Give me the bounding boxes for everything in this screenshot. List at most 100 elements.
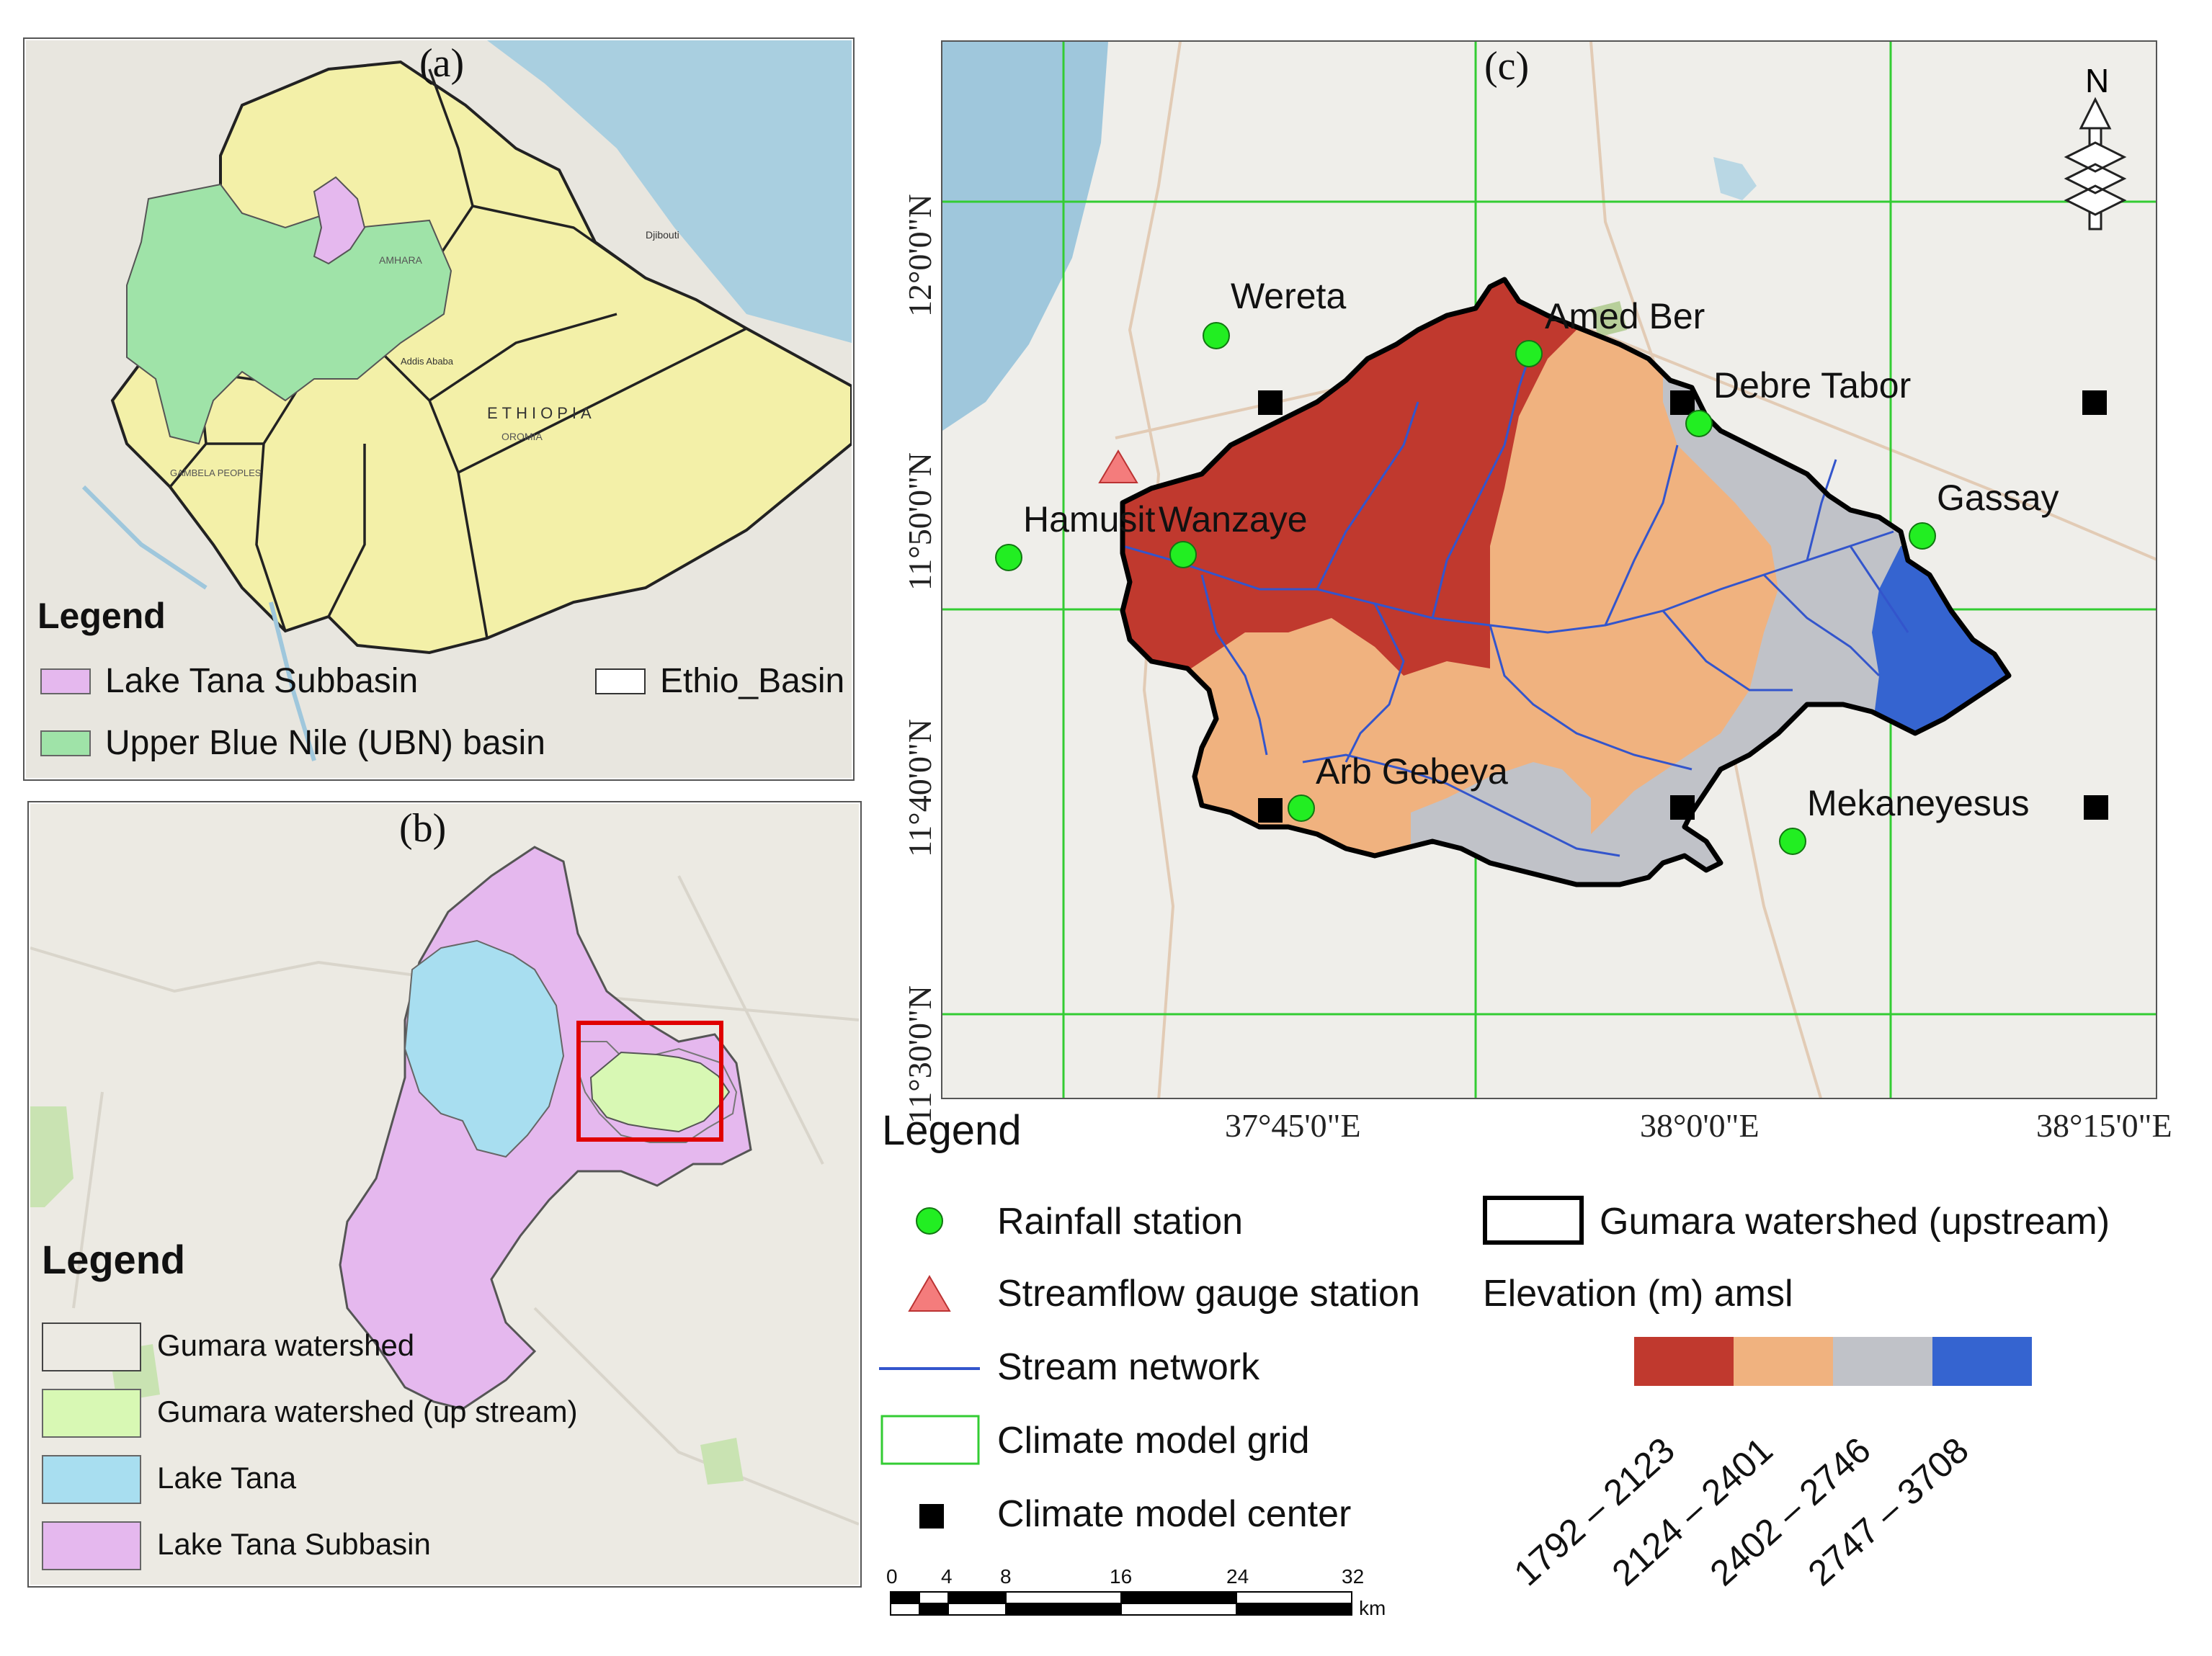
country-label: ETHIOPIA [487,404,596,422]
streamflow-gauge-marker [1098,449,1138,483]
station-arb-gebeya [1288,795,1315,822]
lat-label-12-00: 12°0'0"N [901,194,938,317]
lon-label-38-00: 38°0'0"E [1640,1107,1760,1144]
label-arb-gebeya: Arb Gebeya [1316,751,1508,792]
label-debre-tabor: Debre Tabor [1713,365,1911,406]
north-arrow-icon: N [2064,62,2127,231]
scale-bar: 0 4 8 16 24 32 km [886,1556,1391,1628]
label-hamusit: Hamusit [1023,499,1155,540]
legend-swatch-lake-tana-subbasin-b [42,1521,141,1570]
label-gassay: Gassay [1937,478,2059,518]
elev-swatch-4 [1932,1337,2032,1386]
gumara-upstream-b [589,1051,731,1133]
lake-tana-subbasin-b [339,846,752,1410]
elevation-title: Elevation (m) amsl [1483,1273,1793,1315]
legend-label-grid: Climate model grid [997,1420,1310,1462]
legend-swatch-lake-tana-subbasin [40,668,91,694]
panel-a-svg: ETHIOPIA AMHARA OROMIA GAMBELA PEOPLES D… [81,40,852,761]
legend-label-lake-tana-subbasin-b: Lake Tana Subbasin [157,1527,431,1561]
legend-label-lake-tana-subbasin: Lake Tana Subbasin [105,662,419,700]
legend-label-gumara-watershed: Gumara watershed [157,1328,415,1362]
scale-tick-0: 0 [886,1565,898,1588]
scale-tick-24: 24 [1226,1565,1249,1588]
road-lines [30,875,859,1526]
scale-tick-4: 4 [941,1565,953,1588]
elev-swatch-3 [1833,1337,1932,1386]
climate-center-6 [2084,795,2108,820]
lon-label-38-15: 38°15'0"E [2036,1107,2172,1144]
ethiopia-shape [110,60,852,655]
scale-tick-8: 8 [1000,1565,1012,1588]
legend-swatch-lake-tana [42,1455,141,1504]
panel-c-svg: Wereta Amed Ber Debre Tabor Gassay Hamus… [942,42,2156,1098]
station-mekaneyesus [1779,828,1806,855]
legend-swatch-gumara-watershed [42,1322,141,1371]
lat-label-11-40: 11°40'0"N [901,719,938,857]
legend-c-title: Legend [882,1107,1022,1154]
road-lines-c [1115,42,2156,1098]
panel-b-frame [27,801,862,1588]
town-patch [1591,301,1627,337]
panel-c-map: Wereta Amed Ber Debre Tabor Gassay Hamus… [941,40,2157,1099]
panel-b-legend-title: Legend [42,1237,186,1282]
label-mekaneyesus: Mekaneyesus [1807,783,2030,823]
climate-model-centers [1258,390,2108,823]
river-lines [81,485,316,761]
gumara-watershed-boundary [1120,277,2012,887]
scale-tick-32: 32 [1342,1565,1364,1588]
legend-label-ubn-basin: Upper Blue Nile (UBN) basin [105,724,545,762]
stream-network [1122,344,1909,857]
station-wanzaye [1169,541,1197,568]
legend-label-gumara-upstream-c: Gumara watershed (upstream) [1600,1201,2110,1243]
rainfall-stations [995,322,1936,855]
study-area-box [576,1021,723,1142]
panel-b-svg [30,846,859,1526]
label-amed-ber: Amed Ber [1545,296,1705,336]
station-gassay [1909,522,1936,550]
panel-a-map: ETHIOPIA AMHARA OROMIA GAMBELA PEOPLES D… [26,40,852,778]
panel-a-legend-title: Legend [37,596,166,636]
panel-a-label: (a) [419,41,465,86]
legend-c-icons [879,1207,980,1529]
lat-label-11-30: 11°30'0"N [901,985,938,1124]
elev-swatch-2 [1734,1337,1833,1386]
climate-center-4 [1258,798,1283,823]
grid-legend-icon [880,1415,980,1465]
scale-bar-svg: 0 4 8 16 24 32 km [886,1565,1386,1619]
panel-a-frame [23,37,855,781]
legend-label-gumara-upstream: Gumara watershed (up stream) [157,1395,578,1428]
panel-c-label: (c) [1484,44,1530,89]
legend-label-gauge: Streamflow gauge station [997,1273,1420,1315]
panel-b-label: (b) [399,806,447,851]
lake-tana-subbasin-shape [313,176,366,265]
legend-swatch-gumara-upstream-c [1483,1196,1584,1245]
gauge-legend-icon [908,1275,951,1312]
small-lake [1713,157,1757,200]
gulf-of-aden [674,220,852,343]
station-debre-tabor [1685,410,1713,437]
lake-tana-shape [403,939,565,1158]
label-wanzaye: Wanzaye [1159,499,1308,540]
station-wereta [1203,322,1230,349]
climate-center-2 [1670,390,1695,415]
north-arrow-letter: N [2085,62,2109,99]
legend-swatch-ethio-basin [595,668,646,694]
panel-b-map: (b) Legend Gumara watershed Gumara water… [30,804,859,1585]
scale-unit: km [1359,1597,1386,1619]
legend-swatch-gumara-upstream [42,1389,141,1438]
legend-label-stream: Stream network [997,1346,1260,1388]
elev-swatch-1 [1634,1337,1734,1386]
place-label-gambela: GAMBELA PEOPLES [170,467,262,478]
center-legend-icon [919,1504,944,1529]
station-hamusit [995,544,1022,571]
legend-label-lake-tana: Lake Tana [157,1461,297,1495]
place-label-addis: Addis Ababa [401,356,454,367]
station-amed-ber [1515,340,1543,367]
region-label-oromia: OROMIA [501,431,543,442]
ubn-basin [126,183,452,445]
rainfall-station-legend-icon [916,1207,943,1235]
legend-label-ethio-basin: Ethio_Basin [660,662,845,700]
legend-swatch-ubn-basin [40,730,91,756]
climate-center-1 [1258,390,1283,415]
place-label-djibouti: Djibouti [646,229,679,241]
